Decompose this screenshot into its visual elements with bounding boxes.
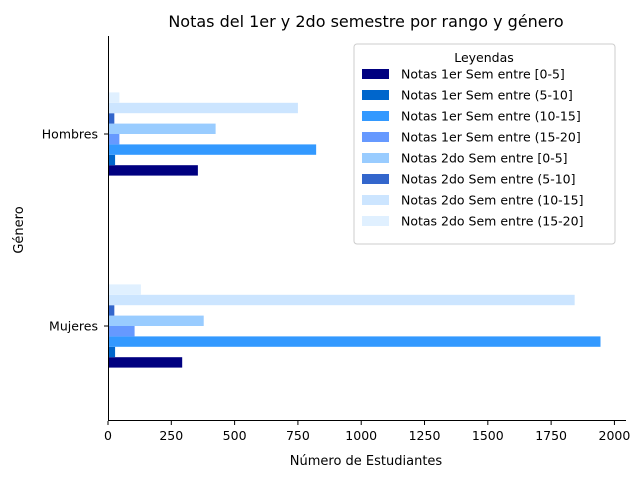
- bar-hombres-series-5: [108, 123, 216, 134]
- legend-frame: [353, 43, 616, 245]
- legend-swatch: [362, 132, 389, 142]
- legend-swatch: [362, 174, 389, 184]
- bar-mujeres-series-3: [108, 336, 601, 347]
- bar-hombres-series-8: [108, 92, 120, 103]
- y-ticks-group: Mujeres Hombres: [42, 127, 108, 334]
- legend-swatch: [362, 195, 389, 205]
- legend-label: Notas 2do Sem entre (10-15]: [401, 193, 583, 208]
- x-tick-label: 500: [223, 428, 247, 443]
- bar-mujeres-series-6: [108, 305, 115, 316]
- legend-label: Notas 1er Sem entre (10-15]: [401, 109, 581, 124]
- legend-title: Leyendas: [454, 50, 514, 65]
- legend-swatch: [362, 111, 389, 121]
- y-axis-title: Género: [12, 206, 27, 253]
- bar-mujeres-series-2: [108, 346, 116, 358]
- bar-hombres-series-6: [108, 113, 115, 124]
- bar-hombres-series-1: [108, 165, 198, 176]
- bar-mujeres-series-7: [108, 294, 575, 306]
- bar-mujeres-series-4: [108, 326, 135, 337]
- x-tick-label: 0: [104, 428, 112, 443]
- legend-swatch: [362, 216, 389, 226]
- x-tick-label: 2000: [599, 428, 631, 443]
- legend-items: Notas 1er Sem entre [0-5] Notas 1er Sem e…: [362, 67, 583, 229]
- legend-swatch: [362, 90, 389, 100]
- legend: Leyendas Notas 1er Sem entre [0-5]Notas …: [353, 43, 616, 245]
- legend-label: Notas 1er Sem entre [0-5]: [401, 67, 565, 82]
- x-tick-label: 1250: [409, 428, 441, 443]
- chart-title: Notas del 1er y 2do semestre por rango y…: [168, 12, 563, 31]
- x-tick-label: 1500: [472, 428, 504, 443]
- y-tick-label-mujeres: Mujeres: [49, 319, 98, 334]
- x-tick-label: 1750: [535, 428, 567, 443]
- x-tick-label: 1000: [345, 428, 377, 443]
- legend-label: Notas 1er Sem entre (15-20]: [401, 130, 581, 145]
- x-tick-label: 750: [286, 428, 310, 443]
- legend-label: Notas 1er Sem entre (5-10]: [401, 88, 573, 103]
- legend-swatch: [362, 153, 389, 163]
- bar-mujeres-series-1: [108, 357, 183, 368]
- x-axis-title: Número de Estudiantes: [290, 454, 443, 469]
- x-ticks-group: 0 250 500 750 1000 1250 1500 1750 2000: [104, 421, 630, 443]
- bar-hombres-series-7: [108, 102, 298, 114]
- bar-mujeres-series-8: [108, 284, 141, 295]
- bar-mujeres-series-5: [108, 315, 204, 326]
- y-tick-label-hombres: Hombres: [42, 127, 98, 142]
- legend-label: Notas 2do Sem entre (5-10]: [401, 172, 576, 187]
- legend-swatch: [362, 69, 389, 79]
- legend-label: Notas 2do Sem entre (15-20]: [401, 214, 583, 229]
- bar-hombres-series-3: [108, 144, 317, 155]
- bar-hombres-series-4: [108, 134, 120, 145]
- legend-label: Notas 2do Sem entre [0-5]: [401, 151, 568, 166]
- bar-hombres-series-2: [108, 154, 116, 166]
- bars-group: [108, 92, 601, 368]
- x-tick-label: 250: [159, 428, 183, 443]
